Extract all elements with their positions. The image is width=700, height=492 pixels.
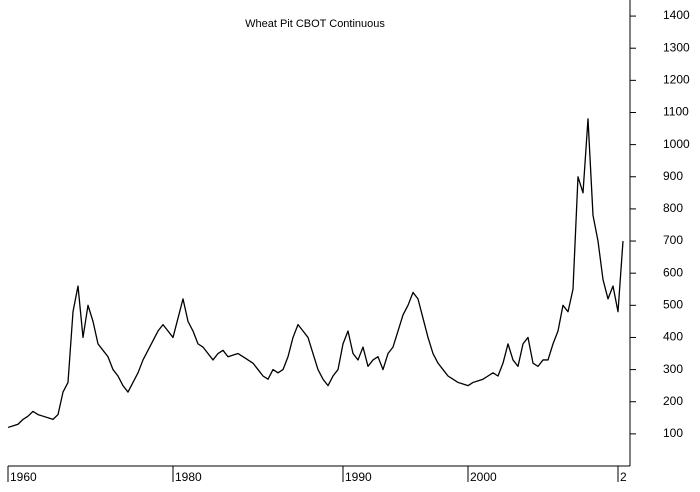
price-line [7,118,624,429]
y-tick-label: 1000 [663,137,690,151]
y-tick-label: 300 [663,362,683,376]
chart-title: Wheat Pit CBOT Continuous [245,18,385,30]
x-tick-label: 1990 [345,470,372,484]
x-tick-label: 1980 [175,470,202,484]
y-tick-label: 600 [663,265,683,279]
y-tick-label: 500 [663,297,683,311]
x-tick-label: 2000 [470,470,497,484]
y-tick-label: 1100 [663,105,689,119]
y-tick-label: 700 [663,233,683,247]
y-tick-label: 200 [663,394,683,408]
x-tick-label: 2 [620,470,627,484]
y-tick-label: 1200 [663,73,690,87]
y-tick-label: 1400 [663,8,690,22]
x-tick-label: 1960 [10,470,37,484]
y-tick-label: 900 [663,169,683,183]
y-tick-label: 400 [663,330,683,344]
y-tick-label: 100 [663,426,683,440]
y-tick-label: 1300 [663,40,690,54]
y-tick-label: 800 [663,201,683,215]
